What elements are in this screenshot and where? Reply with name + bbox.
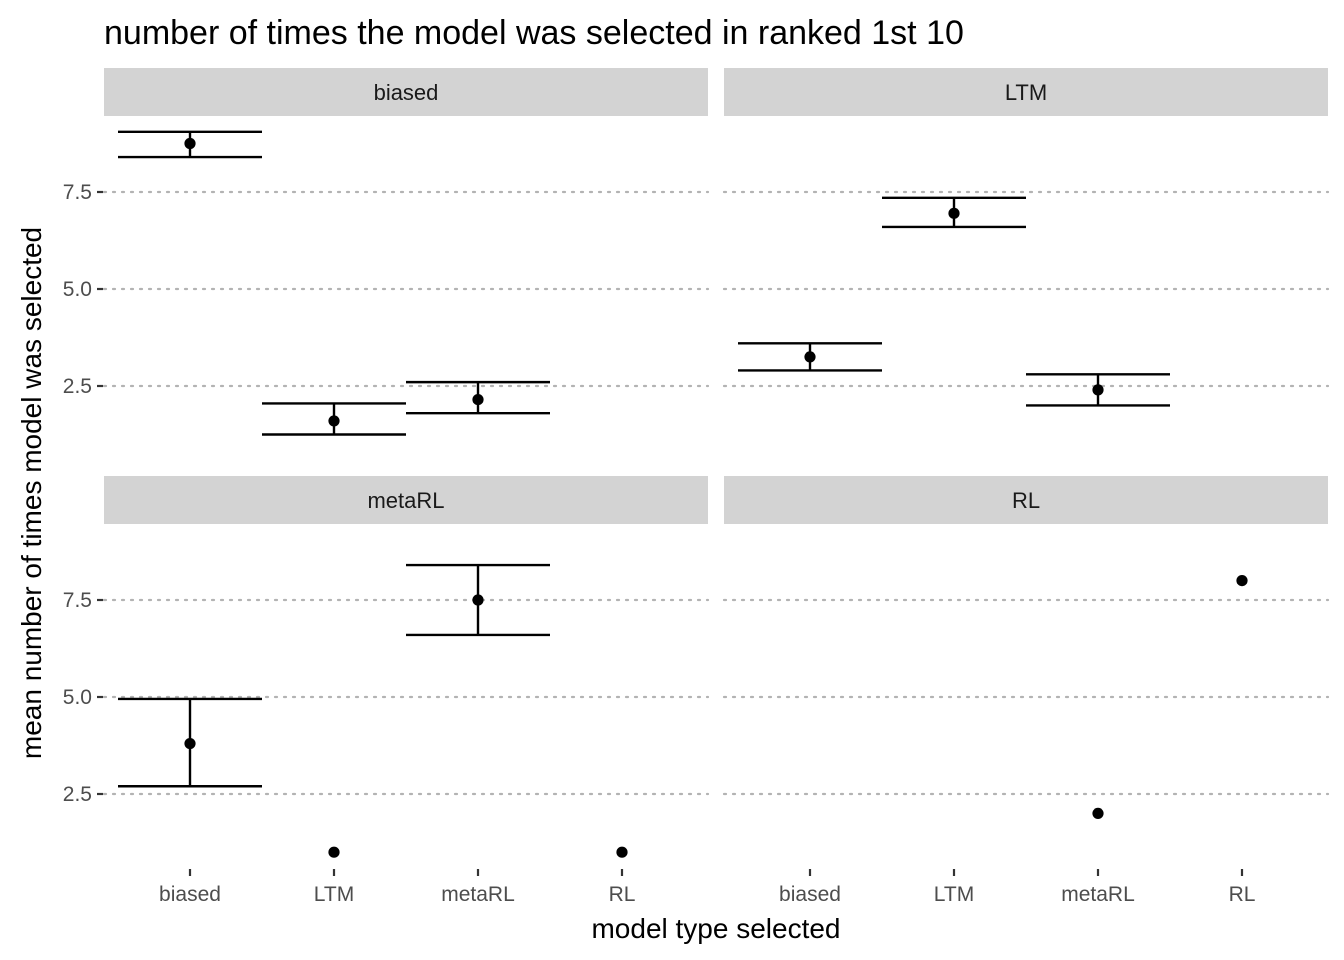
x-tick-label: LTM — [934, 883, 974, 906]
facet-metaRL: metaRL — [102, 476, 710, 858]
data-point-RL — [616, 846, 628, 858]
data-point-metaRL — [1092, 384, 1104, 396]
facet-strip-label: RL — [1012, 488, 1040, 513]
data-point-biased — [804, 351, 816, 363]
chart-title: number of times the model was selected i… — [104, 14, 964, 52]
facet-RL: RL — [722, 476, 1330, 820]
facet-strip — [104, 68, 708, 116]
data-point-biased — [184, 737, 196, 750]
data-point-metaRL — [472, 393, 484, 406]
facet-strip-label: metaRL — [367, 488, 444, 513]
x-tick-label: RL — [609, 883, 636, 906]
x-tick-label: biased — [159, 883, 221, 906]
x-tick-label: metaRL — [441, 883, 515, 906]
data-point-RL — [1236, 575, 1248, 587]
data-point-LTM — [328, 415, 340, 427]
y-tick-label: 7.5 — [63, 181, 92, 204]
x-tick-label: RL — [1229, 883, 1256, 906]
y-tick-label: 7.5 — [63, 589, 92, 612]
y-tick-label: 2.5 — [63, 375, 92, 398]
x-tick-label: biased — [779, 883, 841, 906]
facet-strip-label: LTM — [1005, 80, 1047, 105]
facet-panels: biased LTM metaRL RL — [102, 68, 1330, 858]
data-point-LTM — [948, 207, 960, 219]
data-point-biased — [184, 137, 196, 150]
y-axis-title: mean number of times model was selected — [16, 227, 47, 759]
y-tick-label: 5.0 — [63, 686, 92, 709]
facet-strip — [724, 476, 1328, 524]
facet-strip — [724, 68, 1328, 116]
x-axis-title: model type selected — [591, 913, 840, 944]
facet-biased: biased — [102, 68, 710, 436]
facet-strip-label: biased — [374, 80, 439, 105]
x-tick-label: LTM — [314, 883, 354, 906]
data-point-metaRL — [1092, 807, 1104, 820]
x-tick-label: metaRL — [1061, 883, 1135, 906]
axes: 2.5 5.0 7.5 2.5 5.0 7.5 biased LTM metaRL RL biase… — [63, 181, 1256, 906]
facet-strip — [104, 476, 708, 524]
y-tick-label: 5.0 — [63, 278, 92, 301]
data-point-metaRL — [472, 594, 484, 606]
y-tick-label: 2.5 — [63, 783, 92, 806]
data-point-LTM — [328, 846, 340, 858]
facet-LTM: LTM — [722, 68, 1330, 407]
